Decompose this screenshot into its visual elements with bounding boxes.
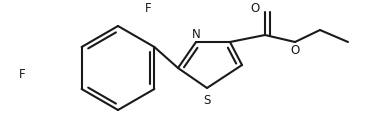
Text: S: S [203,93,211,106]
Text: F: F [19,68,25,81]
Text: O: O [291,43,299,56]
Text: O: O [250,2,260,14]
Text: F: F [145,2,151,14]
Text: N: N [192,27,201,40]
